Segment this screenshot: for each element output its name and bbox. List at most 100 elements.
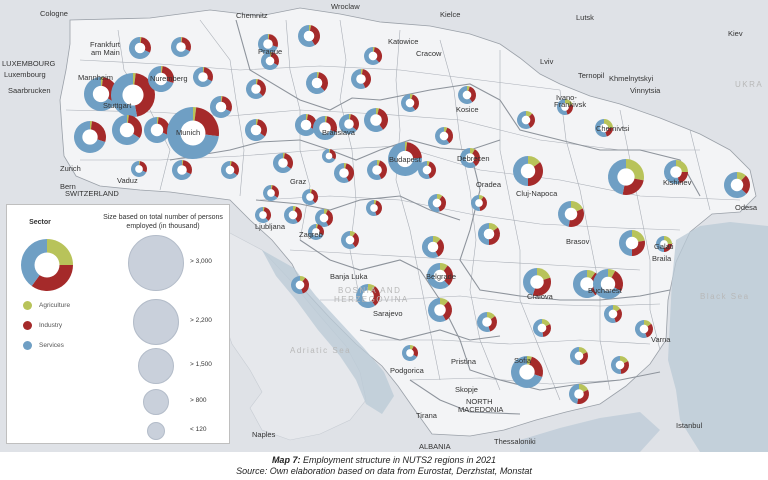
country-label: BOSNIA AND [338, 286, 402, 295]
region-pie [517, 111, 535, 129]
city-label: Naples [252, 430, 276, 439]
pie-hole [465, 153, 475, 163]
city-label: Podgorica [390, 366, 424, 375]
region-pie [322, 149, 336, 164]
region-pie [421, 236, 445, 258]
city-label: Varna [651, 335, 671, 344]
pie-hole [561, 103, 569, 111]
city-label: Ljubljana [255, 222, 286, 231]
region-pie [295, 114, 317, 137]
pie-hole [372, 165, 382, 175]
pie-hole [250, 124, 262, 136]
pie-hole [134, 42, 146, 54]
region-pie [356, 284, 380, 308]
city-label: Munich [176, 128, 201, 137]
pie-hole [600, 276, 616, 292]
region-pie [457, 86, 477, 104]
region-pie [246, 79, 266, 99]
city-label: Tirana [416, 411, 437, 420]
pie-slice-industry [613, 308, 622, 323]
pie-hole [370, 114, 382, 126]
pie-hole [92, 85, 110, 103]
legend-size-label: < 120 [190, 426, 207, 433]
city-label: Banja Luka [330, 272, 368, 281]
pie-slice-services [655, 236, 664, 252]
city-label: Bern [60, 182, 76, 191]
pie-slice-industry [568, 208, 584, 227]
city-label: Katowice [388, 37, 419, 46]
region-pie [402, 345, 418, 361]
city-label: Kiev [728, 29, 743, 38]
legend-size-label: > 1,500 [190, 361, 212, 368]
pie-hole [319, 213, 329, 223]
pie-slice-services [607, 159, 626, 195]
legend-size-label: > 3,000 [190, 258, 212, 265]
pie-hole [520, 163, 536, 179]
pie-slice-industry [528, 162, 543, 186]
region-pie [308, 224, 324, 241]
pie-hole [135, 165, 143, 173]
region-pie [273, 153, 293, 174]
pie-slice-industry [263, 207, 271, 221]
region-pie [367, 160, 387, 180]
region-pie [263, 185, 279, 201]
region-pie [618, 230, 645, 256]
pie-hole [462, 90, 472, 100]
map: Cologne Chemnitz Wroclaw Kielce Lutsk Kiev Fra… [0, 0, 768, 452]
legend-example-pie [21, 239, 73, 291]
map-canvas [59, 7, 768, 452]
pie-hole [288, 210, 298, 220]
city-label: Kosice [456, 105, 479, 114]
region-pie [84, 77, 118, 111]
city-label: Lviv [540, 57, 554, 66]
pie-hole [311, 77, 323, 89]
pie-hole [599, 123, 609, 133]
pie-hole [537, 323, 547, 333]
pie-hole [370, 204, 378, 212]
pie-hole [406, 349, 414, 357]
pie-hole [303, 30, 315, 42]
pie-hole [198, 72, 208, 82]
region-pie [334, 163, 354, 183]
legend-swatch [23, 321, 32, 330]
pie-hole [34, 252, 60, 278]
city-label: MACEDONIA [458, 405, 504, 414]
city-label: NORTH [466, 397, 493, 406]
city-label: Graz [290, 177, 307, 186]
pie-slice-industry [317, 72, 328, 92]
region-pie [603, 305, 622, 324]
pie-slice-services [512, 156, 528, 186]
legend-size-circle [133, 299, 179, 345]
region-pies [74, 25, 750, 404]
pie-hole [530, 275, 544, 289]
city-label: Craiova [527, 292, 553, 301]
pie-hole [325, 152, 333, 160]
pie-hole [521, 115, 531, 125]
pie-slice-industry [410, 94, 420, 111]
city-label: Lutsk [576, 13, 594, 22]
legend-swatch [23, 301, 32, 310]
legend-swatch [23, 341, 32, 350]
pie-hole [278, 158, 288, 168]
map-legend: Sector Agriculture Industry Services Size … [6, 204, 230, 444]
region-pie [298, 25, 320, 48]
region-pie [172, 160, 192, 180]
pie-slice-industry [577, 389, 589, 404]
city-label: Chernivtsi [596, 124, 630, 133]
city-label: Sarajevo [373, 309, 403, 318]
pie-hole [356, 74, 366, 84]
pie-slice-industry [256, 119, 267, 137]
pie-slice-industry [479, 196, 487, 211]
pie-slice-services [568, 384, 579, 404]
pie-slice-industry [608, 270, 623, 292]
pie-hole [670, 166, 682, 178]
pie-hole [122, 84, 144, 106]
pie-slice-services [558, 201, 571, 227]
city-label: Belgrade [426, 272, 457, 281]
region-pie [171, 37, 191, 58]
legend-item-label: Services [39, 342, 64, 349]
pie-hole [432, 198, 442, 208]
legend-item-label: Agriculture [39, 302, 71, 309]
region-pie [511, 356, 543, 388]
pie-hole [639, 324, 649, 334]
